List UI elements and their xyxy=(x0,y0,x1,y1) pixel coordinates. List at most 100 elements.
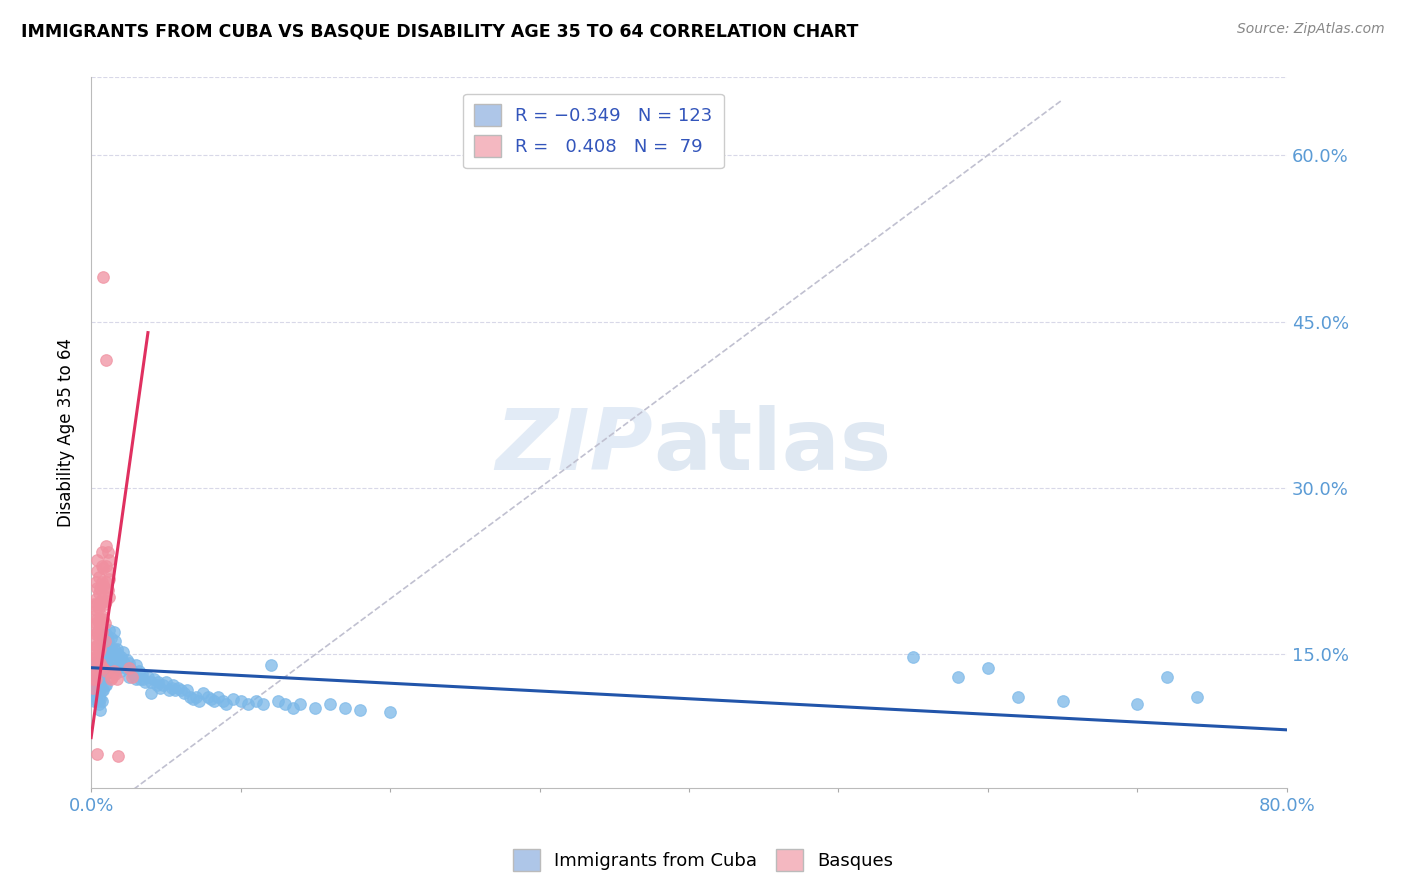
Point xyxy=(94,558,117,573)
Legend: R = −0.349   N = 123, R =   0.408   N =  79: R = −0.349 N = 123, R = 0.408 N = 79 xyxy=(463,94,724,169)
Point xyxy=(100,631,122,645)
Point xyxy=(94,641,117,656)
Point xyxy=(101,669,124,683)
Point xyxy=(91,270,114,285)
Point xyxy=(87,586,110,600)
Point xyxy=(378,705,401,719)
Point xyxy=(107,749,129,764)
Point xyxy=(97,648,120,662)
Point xyxy=(83,676,105,690)
Point xyxy=(134,675,156,690)
Point xyxy=(101,657,124,671)
Y-axis label: Disability Age 35 to 64: Disability Age 35 to 64 xyxy=(58,338,75,527)
Point xyxy=(93,634,115,648)
Point xyxy=(83,682,105,697)
Point xyxy=(901,649,924,664)
Point xyxy=(335,700,357,714)
Point xyxy=(89,657,111,671)
Point xyxy=(118,661,141,675)
Point xyxy=(100,672,122,686)
Point xyxy=(84,655,107,669)
Point xyxy=(112,657,135,671)
Point xyxy=(86,672,108,686)
Point xyxy=(93,598,115,612)
Point xyxy=(86,625,108,640)
Point xyxy=(90,661,112,675)
Point xyxy=(111,645,134,659)
Point xyxy=(97,545,120,559)
Point xyxy=(94,594,117,608)
Point xyxy=(121,664,143,678)
Point xyxy=(121,669,143,683)
Point xyxy=(89,641,111,656)
Point xyxy=(94,575,117,590)
Point xyxy=(319,698,342,712)
Point xyxy=(97,582,120,597)
Point xyxy=(90,694,112,708)
Point xyxy=(142,672,165,686)
Point xyxy=(86,686,108,700)
Point xyxy=(193,686,215,700)
Point xyxy=(166,681,188,695)
Point xyxy=(97,564,120,578)
Point xyxy=(91,658,114,673)
Point xyxy=(87,658,110,673)
Point xyxy=(90,591,112,606)
Point xyxy=(304,700,326,714)
Point xyxy=(170,682,193,697)
Point xyxy=(83,694,105,708)
Point xyxy=(160,681,183,695)
Point xyxy=(86,661,108,675)
Point xyxy=(176,682,198,697)
Point xyxy=(187,694,209,708)
Point xyxy=(259,658,281,673)
Point xyxy=(245,694,267,708)
Point xyxy=(107,648,129,662)
Point xyxy=(86,639,108,653)
Point xyxy=(83,631,105,645)
Point xyxy=(84,591,107,606)
Point xyxy=(86,553,108,567)
Point xyxy=(107,661,129,675)
Point xyxy=(114,661,136,675)
Point xyxy=(94,627,117,641)
Point xyxy=(157,682,180,697)
Point xyxy=(90,608,112,623)
Point xyxy=(90,649,112,664)
Point xyxy=(90,682,112,697)
Point xyxy=(86,612,108,626)
Point xyxy=(93,641,115,656)
Point xyxy=(222,691,245,706)
Point xyxy=(108,653,131,667)
Point xyxy=(86,694,108,708)
Point xyxy=(87,631,110,645)
Point xyxy=(84,575,107,590)
Point xyxy=(128,664,150,678)
Point xyxy=(184,690,207,704)
Point xyxy=(84,682,107,697)
Point xyxy=(82,668,104,682)
Point xyxy=(349,703,371,717)
Point xyxy=(104,634,127,648)
Point xyxy=(132,672,155,686)
Point xyxy=(84,649,107,664)
Text: Source: ZipAtlas.com: Source: ZipAtlas.com xyxy=(1237,22,1385,37)
Point xyxy=(1156,669,1178,683)
Point xyxy=(91,579,114,593)
Point xyxy=(139,686,162,700)
Point xyxy=(89,581,111,595)
Point xyxy=(89,612,111,626)
Point xyxy=(173,686,195,700)
Point xyxy=(94,678,117,692)
Point xyxy=(105,641,128,656)
Point xyxy=(84,667,107,681)
Point xyxy=(946,669,969,683)
Point xyxy=(84,672,107,686)
Point xyxy=(1185,690,1208,704)
Point xyxy=(98,623,121,637)
Text: IMMIGRANTS FROM CUBA VS BASQUE DISABILITY AGE 35 TO 64 CORRELATION CHART: IMMIGRANTS FROM CUBA VS BASQUE DISABILIT… xyxy=(21,22,859,40)
Point xyxy=(91,661,114,675)
Point xyxy=(98,639,121,653)
Point xyxy=(104,667,127,681)
Point xyxy=(267,694,290,708)
